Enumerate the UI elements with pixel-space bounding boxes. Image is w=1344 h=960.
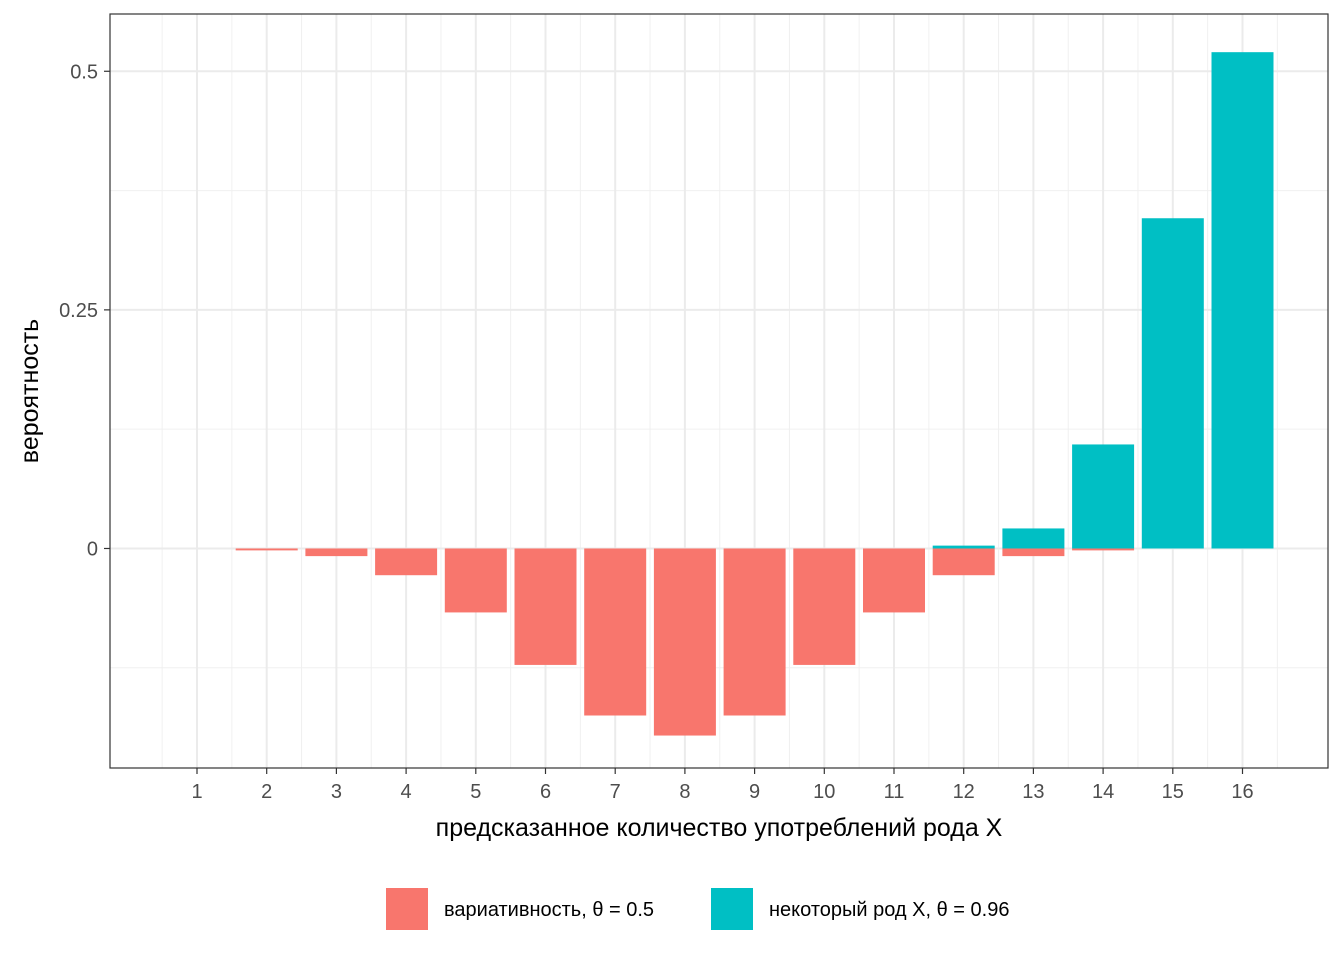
bar-series1-6 [514,548,577,665]
y-axis-title: вероятность [16,319,44,463]
x-tick-label: 15 [1162,781,1184,803]
x-tick-label: 13 [1022,781,1044,803]
bar-series1-12 [932,548,995,576]
bars [235,52,1274,736]
bar-series1-5 [444,548,507,613]
bar-series1-10 [793,548,856,665]
legend: вариативность, θ = 0.5 некоторый род X, θ… [386,888,1009,930]
bar-series2-16 [1211,52,1274,549]
x-tick-label: 1 [191,781,202,803]
x-tick-label: 6 [540,781,551,803]
x-tick-label: 8 [679,781,690,803]
x-tick-label: 4 [401,781,412,803]
x-tick-label: 16 [1231,781,1253,803]
bar-series1-9 [723,548,786,716]
x-axis: 1 2 3 4 5 6 7 8 9 10 11 12 13 14 15 16 [191,768,1254,803]
legend-key-series2 [711,888,753,930]
bar-series2-15 [1141,218,1204,549]
y-axis: 0 0.25 0.5 [59,61,110,560]
x-tick-label: 2 [261,781,272,803]
x-tick-label: 11 [884,781,905,803]
y-tick-label: 0.25 [59,300,98,322]
x-tick-label: 5 [470,781,481,803]
x-axis-title: предсказанное количество употреблений ро… [436,814,1003,842]
x-tick-label: 14 [1092,781,1114,803]
bar-series1-13 [1002,548,1065,557]
x-tick-label: 3 [331,781,342,803]
legend-key-series1 [386,888,428,930]
bar-series2-12 [932,545,995,549]
bar-series1-3 [305,548,368,557]
bar-series1-7 [584,548,647,716]
bar-series1-8 [653,548,716,736]
legend-label-series2: некоторый род X, θ = 0.96 [769,899,1009,921]
bar-series1-11 [863,548,925,613]
bar-series1-14 [1072,548,1135,551]
bar-series1-2 [235,548,298,551]
bar-series1-4 [375,548,438,576]
x-tick-label: 10 [813,781,835,803]
bar-series2-13 [1002,528,1065,549]
x-tick-label: 9 [749,781,760,803]
x-tick-label: 7 [610,781,621,803]
x-tick-label: 12 [953,781,975,803]
legend-label-series1: вариативность, θ = 0.5 [444,899,654,921]
bar-series2-14 [1072,444,1135,549]
y-tick-label: 0.5 [70,61,98,83]
panel-border [109,13,1329,769]
grid-minor [110,14,1328,768]
y-tick-label: 0 [87,538,98,560]
